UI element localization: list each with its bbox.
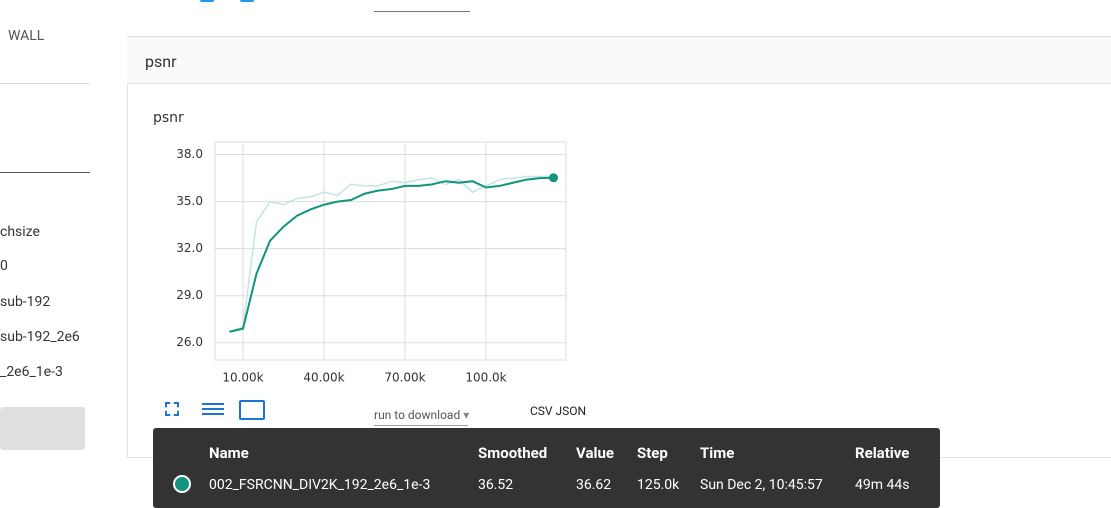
divider bbox=[0, 83, 90, 84]
th: Step bbox=[637, 444, 668, 462]
log-icon[interactable] bbox=[202, 403, 224, 417]
last-point bbox=[548, 173, 558, 183]
y-tick-label: 35.0 bbox=[176, 194, 203, 208]
download-label: run to download bbox=[374, 408, 461, 422]
download-select[interactable]: run to download ▾ bbox=[374, 408, 470, 422]
series-line bbox=[229, 175, 554, 333]
series-line bbox=[229, 176, 554, 333]
td: 36.62 bbox=[576, 477, 612, 493]
x-tick-label: 70.00k bbox=[384, 371, 425, 385]
y-tick-label: 29.0 bbox=[176, 288, 203, 302]
chart: psnr 26.0 29.0 32.0 35.0 38.0 10.00k 40.00k 70.… bbox=[153, 110, 567, 385]
sidebar-label: WALL bbox=[8, 28, 45, 44]
th: Time bbox=[700, 444, 735, 462]
run-item[interactable]: chsize bbox=[0, 224, 40, 240]
run-item[interactable]: sub-192_2e6 bbox=[0, 329, 80, 345]
td: 36.52 bbox=[478, 477, 514, 493]
plot-frame bbox=[214, 141, 567, 361]
y-tick-label: 26.0 bbox=[176, 335, 203, 349]
fit-icon[interactable] bbox=[239, 400, 265, 420]
tooltip: Name Smoothed Value Step Time Relative 0… bbox=[153, 428, 940, 508]
card-title: psnr bbox=[145, 52, 177, 71]
card-header[interactable]: psnr bbox=[127, 36, 1111, 84]
y-tick-label: 38.0 bbox=[176, 147, 203, 161]
y-tick-label: 32.0 bbox=[176, 241, 203, 255]
chart-title: psnr bbox=[153, 110, 184, 126]
td: 49m 44s bbox=[855, 477, 910, 493]
fullscreen-icon[interactable] bbox=[165, 402, 179, 416]
th: Relative bbox=[855, 444, 910, 462]
run-item[interactable]: _2e6_1e-3 bbox=[0, 364, 63, 380]
run-swatch bbox=[173, 475, 191, 493]
th: Value bbox=[576, 444, 614, 462]
td: Sun Dec 2, 10:45:57 bbox=[700, 477, 823, 493]
x-tick-label: 100.0k bbox=[465, 371, 506, 385]
run-item[interactable]: sub-192 bbox=[0, 294, 51, 310]
th: Name bbox=[209, 444, 249, 462]
select-underline bbox=[374, 11, 470, 12]
icon[interactable] bbox=[200, 0, 214, 2]
td: 002_FSRCNN_DIV2K_192_2e6_1e-3 bbox=[209, 477, 431, 493]
input-underline bbox=[0, 172, 90, 173]
select-underline bbox=[374, 425, 468, 426]
run-item[interactable]: 0 bbox=[0, 258, 8, 274]
th: Smoothed bbox=[478, 444, 548, 462]
td: 125.0k bbox=[637, 477, 680, 493]
x-tick-label: 10.00k bbox=[222, 371, 263, 385]
sidebar: WALL chsize 0 sub-192 sub-192_2e6 _2e6_1… bbox=[0, 0, 110, 503]
x-tick-label: 40.00k bbox=[303, 371, 344, 385]
button[interactable] bbox=[0, 407, 85, 450]
icon[interactable] bbox=[240, 0, 254, 2]
download-links[interactable]: CSV JSON bbox=[530, 404, 587, 418]
